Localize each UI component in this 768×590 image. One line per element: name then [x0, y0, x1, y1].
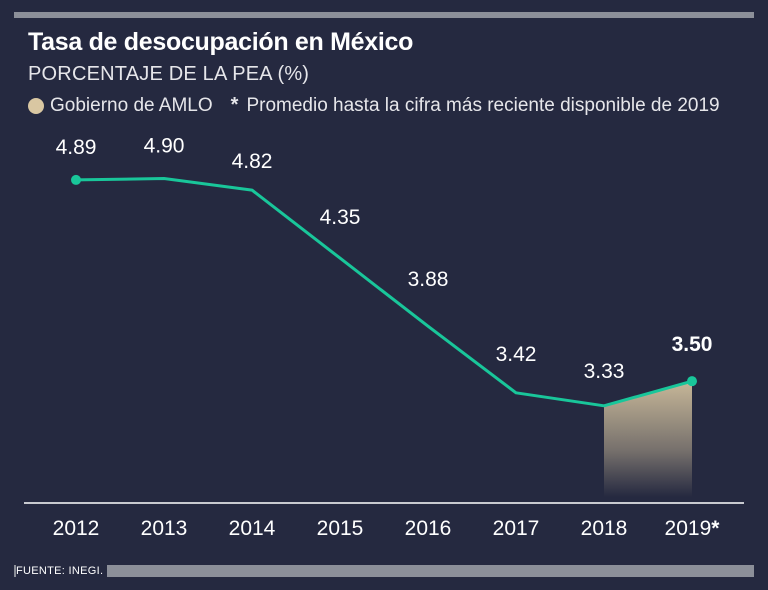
legend: Gobierno de AMLO * Promedio hasta la cif… — [28, 94, 720, 117]
data-label-2017: 3.42 — [496, 343, 537, 366]
legend-label-amlo: Gobierno de AMLO — [50, 94, 213, 116]
data-label-2014: 4.82 — [232, 150, 273, 173]
series-line — [74, 177, 694, 408]
x-tick-label-2013: 2013 — [141, 517, 188, 540]
amlo-highlight-area — [604, 381, 692, 497]
chart-title: Tasa de desocupación en México — [28, 28, 414, 56]
chart-subtitle: PORCENTAJE DE LA PEA (%) — [28, 63, 310, 85]
x-tick-label-2014: 2014 — [229, 517, 276, 540]
data-label-2018: 3.33 — [584, 360, 625, 383]
x-tick-label-2016: 2016 — [405, 517, 452, 540]
data-label-2015: 4.35 — [320, 206, 361, 229]
data-label-2013: 4.90 — [144, 134, 185, 157]
legend-note: Promedio hasta la cifra más reciente dis… — [246, 94, 720, 116]
footer-bar — [14, 565, 754, 577]
source-note: FUENTE: INEGI. — [16, 565, 108, 577]
data-label-2012: 4.89 — [56, 136, 97, 159]
legend-swatch-amlo — [28, 97, 44, 114]
data-label-2019: 3.50 — [672, 333, 713, 356]
x-tick-label-2015: 2015 — [317, 517, 364, 540]
data-point-start — [71, 174, 81, 185]
x-tick-label-2018: 2018 — [581, 517, 628, 540]
data-point-end — [687, 376, 697, 387]
data-label-2016: 3.88 — [408, 268, 449, 291]
x-tick-label-2019: 2019* — [665, 517, 721, 540]
x-tick-label-2017: 2017 — [493, 517, 540, 540]
top-bar — [14, 12, 754, 18]
legend-asterisk: * — [230, 94, 239, 116]
x-tick-label-2012: 2012 — [53, 517, 100, 540]
